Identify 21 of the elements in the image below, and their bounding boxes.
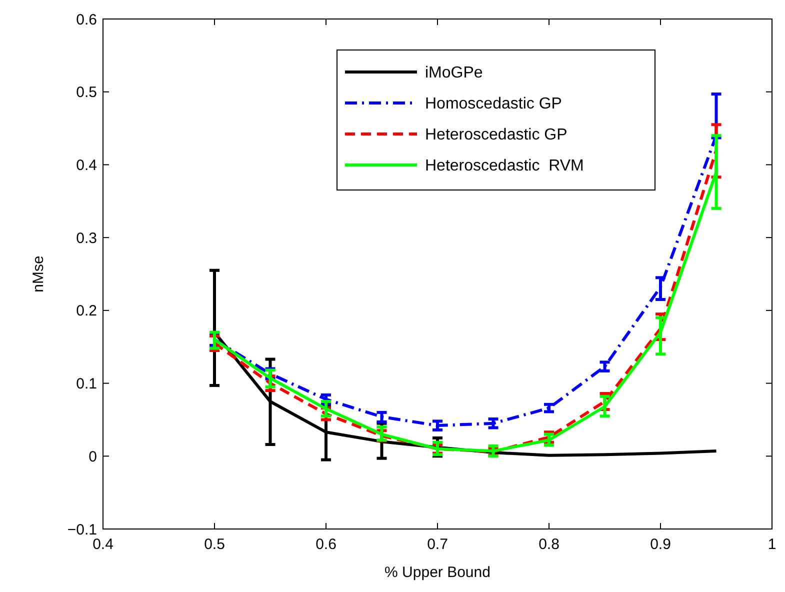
x-tick-label: 0.5 (204, 536, 225, 553)
x-tick-label: 0.8 (538, 536, 560, 553)
y-tick-label: 0.2 (76, 302, 97, 320)
x-tick-label: 1 (768, 536, 776, 553)
y-tick-label: −0.1 (67, 521, 97, 538)
legend-label: Heteroscedastic GP (425, 126, 568, 144)
y-axis-title: nMse (30, 256, 47, 292)
y-tick-label: 0.6 (76, 11, 97, 28)
y-tick-label: 0.4 (76, 156, 97, 174)
legend-label: Heteroscedastic RVM (425, 158, 584, 175)
legend-label: iMoGPe (425, 64, 483, 82)
legend-label: Homoscedastic GP (425, 96, 562, 113)
y-tick-label: 0.1 (76, 376, 97, 393)
y-tick-label: 0.5 (76, 84, 97, 102)
y-tick-label: 0 (88, 448, 97, 466)
x-tick-label: 0.7 (427, 536, 448, 553)
x-axis-title: % Upper Bound (384, 564, 490, 581)
y-tick-label: 0.3 (76, 230, 97, 247)
x-tick-label: 0.6 (316, 536, 336, 553)
x-tick-label: 0.9 (650, 536, 671, 553)
x-tick-label: 0.4 (92, 536, 114, 553)
